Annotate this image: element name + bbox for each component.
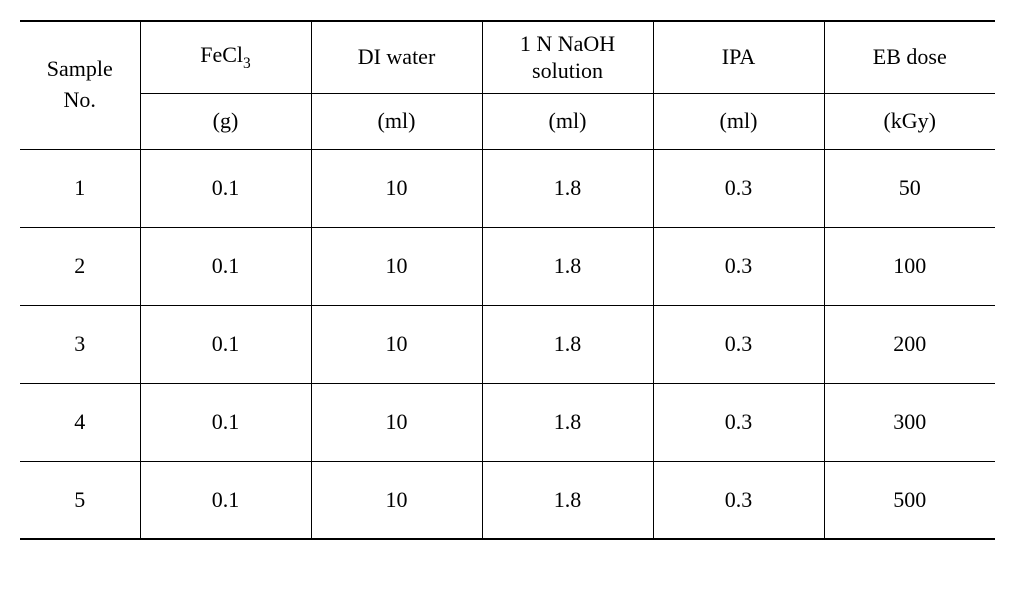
cell-ipa: 0.3 bbox=[653, 149, 824, 227]
cell-ipa: 0.3 bbox=[653, 461, 824, 539]
header-naoh-line2: solution bbox=[532, 58, 603, 83]
cell-no: 1 bbox=[20, 149, 140, 227]
cell-naoh: 1.8 bbox=[482, 383, 653, 461]
header-naoh-line1: 1 N NaOH bbox=[520, 31, 615, 56]
cell-no: 3 bbox=[20, 305, 140, 383]
header-unit-ml-1: (ml) bbox=[378, 108, 416, 133]
header-row-1: Sample No. FeCl3 DI water 1 N NaOH solut… bbox=[20, 21, 995, 93]
cell-naoh: 1.8 bbox=[482, 461, 653, 539]
header-unit-ml-3: (ml) bbox=[720, 108, 758, 133]
header-unit-ml-2: (ml) bbox=[549, 108, 587, 133]
header-unit-fecl3: (g) bbox=[140, 93, 311, 149]
cell-di: 10 bbox=[311, 305, 482, 383]
header-sample-no: Sample No. bbox=[20, 21, 140, 149]
cell-naoh: 1.8 bbox=[482, 305, 653, 383]
cell-di: 10 bbox=[311, 461, 482, 539]
cell-ipa: 0.3 bbox=[653, 227, 824, 305]
cell-fecl3: 0.1 bbox=[140, 383, 311, 461]
cell-no: 5 bbox=[20, 461, 140, 539]
cell-di: 10 bbox=[311, 383, 482, 461]
cell-naoh: 1.8 bbox=[482, 227, 653, 305]
cell-fecl3: 0.1 bbox=[140, 305, 311, 383]
header-fecl3-label: FeCl bbox=[200, 42, 243, 67]
table-row: 4 0.1 10 1.8 0.3 300 bbox=[20, 383, 995, 461]
header-unit-ipa: (ml) bbox=[653, 93, 824, 149]
header-unit-di: (ml) bbox=[311, 93, 482, 149]
header-fecl3: FeCl3 bbox=[140, 21, 311, 93]
cell-eb: 50 bbox=[824, 149, 995, 227]
cell-di: 10 bbox=[311, 149, 482, 227]
header-eb-label: EB dose bbox=[873, 44, 947, 69]
header-sample-no-line1: Sample bbox=[47, 56, 113, 81]
header-ipa: IPA bbox=[653, 21, 824, 93]
header-eb-dose: EB dose bbox=[824, 21, 995, 93]
cell-eb: 500 bbox=[824, 461, 995, 539]
table-row: 5 0.1 10 1.8 0.3 500 bbox=[20, 461, 995, 539]
cell-eb: 300 bbox=[824, 383, 995, 461]
cell-fecl3: 0.1 bbox=[140, 149, 311, 227]
header-di-label: DI water bbox=[358, 44, 436, 69]
cell-no: 4 bbox=[20, 383, 140, 461]
header-row-2: (g) (ml) (ml) (ml) (kGy) bbox=[20, 93, 995, 149]
header-fecl3-sub: 3 bbox=[243, 55, 251, 72]
table-body: 1 0.1 10 1.8 0.3 50 2 0.1 10 1.8 0.3 100… bbox=[20, 149, 995, 539]
cell-ipa: 0.3 bbox=[653, 305, 824, 383]
cell-naoh: 1.8 bbox=[482, 149, 653, 227]
header-unit-kgy: (kGy) bbox=[883, 108, 936, 133]
cell-fecl3: 0.1 bbox=[140, 227, 311, 305]
table-row: 3 0.1 10 1.8 0.3 200 bbox=[20, 305, 995, 383]
cell-fecl3: 0.1 bbox=[140, 461, 311, 539]
table-row: 1 0.1 10 1.8 0.3 50 bbox=[20, 149, 995, 227]
table-row: 2 0.1 10 1.8 0.3 100 bbox=[20, 227, 995, 305]
header-unit-eb: (kGy) bbox=[824, 93, 995, 149]
header-unit-naoh: (ml) bbox=[482, 93, 653, 149]
header-naoh: 1 N NaOH solution bbox=[482, 21, 653, 93]
header-di-water: DI water bbox=[311, 21, 482, 93]
header-ipa-label: IPA bbox=[722, 44, 755, 69]
cell-no: 2 bbox=[20, 227, 140, 305]
sample-table: Sample No. FeCl3 DI water 1 N NaOH solut… bbox=[20, 20, 995, 540]
cell-ipa: 0.3 bbox=[653, 383, 824, 461]
sample-table-container: Sample No. FeCl3 DI water 1 N NaOH solut… bbox=[20, 20, 995, 540]
cell-di: 10 bbox=[311, 227, 482, 305]
cell-eb: 200 bbox=[824, 305, 995, 383]
header-sample-no-line2: No. bbox=[64, 87, 96, 112]
cell-eb: 100 bbox=[824, 227, 995, 305]
header-unit-g: (g) bbox=[213, 108, 239, 133]
